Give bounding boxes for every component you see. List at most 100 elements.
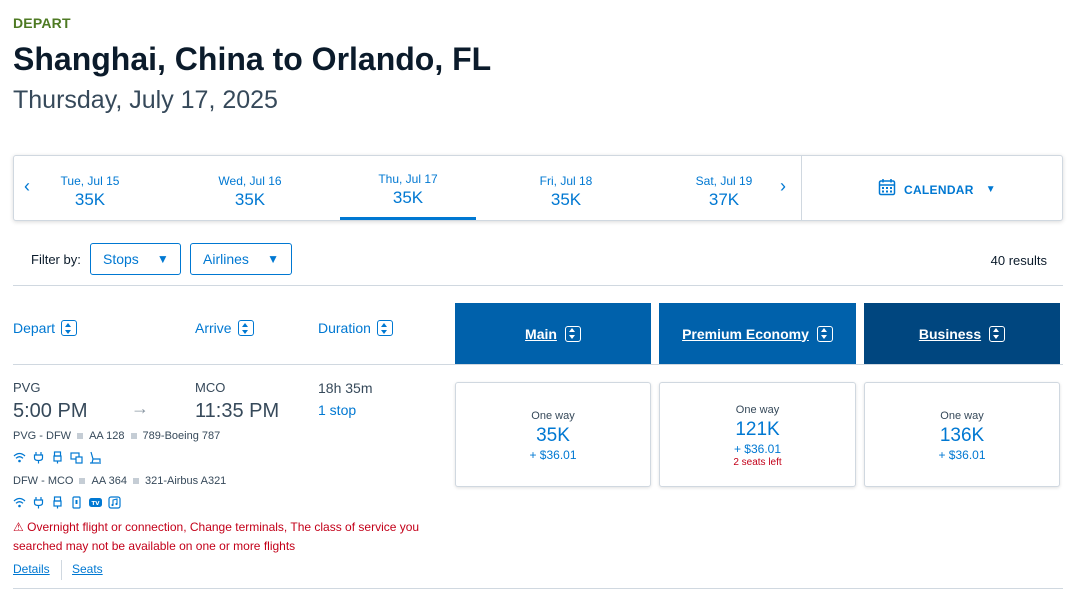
one-way-label: One way	[735, 404, 780, 416]
date-tab-price: 35K	[392, 188, 424, 207]
fare-tax: + $36.01	[529, 448, 577, 462]
destination-airport: MCO	[195, 380, 226, 395]
cabin-label: Business	[918, 325, 982, 342]
seats-left: 2 seats left	[733, 457, 782, 468]
date-tab-label: Tue, Jul 15	[60, 174, 120, 188]
divider	[13, 285, 1063, 286]
date-tab-tue-jul-15[interactable]: Tue, Jul 15 35K	[22, 156, 158, 220]
cabin-premium-economy-header[interactable]: Premium Economy	[659, 303, 856, 364]
divider	[801, 156, 802, 220]
segment-info: PVG - DFW AA 128 789-Boeing 787	[13, 430, 220, 442]
chevron-right-icon[interactable]: ›	[780, 176, 786, 196]
date-tab-label: Fri, Jul 18	[539, 174, 593, 188]
caret-down-icon: ▼	[267, 252, 279, 266]
flight-warning: ⚠ Overnight flight or connection, Change…	[13, 518, 423, 556]
separator	[132, 478, 139, 484]
sort-icon	[564, 325, 581, 342]
divider	[61, 560, 62, 580]
filter-label: Filter by:	[31, 252, 81, 267]
seats-link[interactable]: Seats	[72, 562, 103, 576]
warning-icon: ⚠	[13, 520, 24, 534]
one-way-label: One way	[531, 410, 575, 422]
arrive-time: 11:35 PM	[195, 400, 280, 422]
sort-icon	[237, 320, 254, 336]
date-tab-label: Thu, Jul 17	[378, 172, 438, 186]
cabin-label: Main	[525, 325, 557, 342]
aircraft-type: 321-Airbus A321	[144, 475, 227, 487]
results-count: 40 results	[990, 253, 1047, 268]
stops-link[interactable]: 1 stop	[318, 402, 357, 418]
separator	[77, 433, 84, 439]
usb-icon	[51, 496, 64, 509]
calendar-icon	[878, 178, 896, 201]
sort-icon	[816, 325, 833, 342]
calendar-label: CALENDAR	[904, 182, 974, 197]
power-icon	[32, 451, 45, 464]
chevron-left-icon[interactable]: ‹	[24, 176, 30, 196]
fare-tax: + $36.01	[733, 442, 782, 456]
entertainment-icon	[70, 451, 83, 464]
segment-info: DFW - MCO AA 364 321-Airbus A321	[13, 475, 226, 487]
one-way-label: One way	[940, 410, 984, 422]
date-tab-price: 35K	[74, 190, 106, 209]
details-link[interactable]: Details	[13, 562, 50, 576]
date-tab-thu-jul-17[interactable]: Thu, Jul 17 35K	[340, 156, 476, 220]
caret-down-icon: ▼	[985, 184, 996, 195]
arrive-column-label: Arrive	[195, 320, 232, 336]
segment-route: DFW - MCO	[13, 475, 74, 487]
sort-arrive[interactable]: Arrive	[195, 320, 254, 336]
airlines-filter[interactable]: Airlines ▼	[190, 243, 292, 275]
date-tab-fri-jul-18[interactable]: Fri, Jul 18 35K	[498, 156, 634, 220]
caret-down-icon: ▼	[156, 252, 169, 266]
flight-number: AA 128	[89, 430, 125, 442]
flight-number: AA 364	[91, 475, 127, 487]
wifi-icon	[13, 496, 26, 509]
date-tab-price: 35K	[234, 190, 266, 209]
sort-duration[interactable]: Duration	[318, 320, 393, 336]
flight-duration: 18h 35m	[318, 380, 373, 396]
fare-points: 121K	[735, 419, 780, 440]
stops-filter[interactable]: Stops ▼	[90, 243, 181, 275]
wifi-icon	[13, 451, 26, 464]
segment-route: PVG - DFW	[13, 430, 72, 442]
lie-flat-seat-icon	[89, 451, 102, 464]
calendar-button[interactable]: CALENDAR ▼	[878, 178, 996, 201]
sort-icon	[989, 325, 1006, 342]
travel-date: Thursday, July 17, 2025	[13, 86, 278, 114]
music-icon	[108, 496, 121, 509]
sort-icon	[61, 320, 78, 336]
aircraft-type: 789-Boeing 787	[142, 430, 221, 442]
date-tab-label: Sat, Jul 19	[695, 174, 753, 188]
fare-business[interactable]: One way 136K + $36.01	[864, 382, 1060, 487]
cabin-business-header[interactable]: Business	[864, 303, 1060, 364]
amenities: TV	[13, 496, 121, 509]
cabin-main-header[interactable]: Main	[455, 303, 651, 364]
fare-points: 35K	[536, 425, 570, 446]
date-tab-price: 37K	[708, 190, 740, 209]
date-tab-price: 35K	[550, 190, 582, 209]
tv-icon: TV	[89, 496, 102, 509]
arrow-right-icon: →	[131, 398, 149, 418]
date-tab-sat-jul-19[interactable]: Sat, Jul 19 37K	[656, 156, 792, 220]
divider	[13, 364, 1063, 365]
date-tab-label: Wed, Jul 16	[218, 174, 282, 188]
duration-column-label: Duration	[318, 320, 371, 336]
separator	[79, 478, 86, 484]
depart-time: 5:00 PM	[13, 400, 88, 422]
divider	[13, 588, 1063, 589]
fare-tax: + $36.01	[938, 448, 986, 462]
fare-main[interactable]: One way 35K + $36.01	[455, 382, 651, 487]
usb-icon	[51, 451, 64, 464]
warning-text: Overnight flight or connection, Change t…	[13, 520, 420, 553]
airlines-filter-label: Airlines	[203, 251, 249, 267]
sort-depart[interactable]: Depart	[13, 320, 78, 336]
separator	[130, 433, 137, 439]
sort-icon	[376, 320, 393, 336]
power-icon	[32, 496, 45, 509]
phone-icon	[70, 496, 83, 509]
date-tab-wed-jul-16[interactable]: Wed, Jul 16 35K	[182, 156, 318, 220]
cabin-label: Premium Economy	[682, 325, 809, 342]
svg-text:TV: TV	[91, 501, 100, 507]
stops-filter-label: Stops	[103, 251, 139, 267]
fare-premium-economy[interactable]: One way 121K + $36.01 2 seats left	[659, 382, 856, 487]
